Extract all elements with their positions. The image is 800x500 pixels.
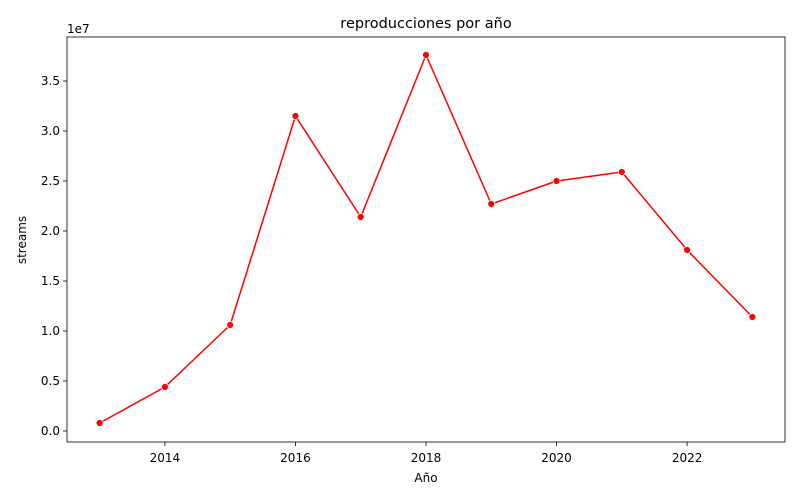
y-tick-label: 3.5 bbox=[41, 74, 60, 88]
x-tick-label: 2014 bbox=[150, 451, 181, 465]
axes-frame bbox=[66, 36, 786, 443]
data-point bbox=[95, 419, 104, 427]
y-tick-label: 1.0 bbox=[41, 324, 60, 338]
y-tick-label: 3.0 bbox=[41, 124, 60, 138]
x-axis-label: Año bbox=[414, 471, 437, 485]
data-point bbox=[356, 213, 365, 221]
x-tick-label: 2016 bbox=[280, 451, 311, 465]
data-point bbox=[291, 112, 300, 120]
y-tick-label: 0.0 bbox=[41, 424, 60, 438]
x-tick-label: 2020 bbox=[541, 451, 572, 465]
y-tick-label: 2.5 bbox=[41, 174, 60, 188]
plot-area: 2014 2016 2018 2020 2022 0.0 0.5 1.0 1.5 2.0 2.5 3.… bbox=[41, 36, 786, 465]
x-tick-label: 2022 bbox=[672, 451, 703, 465]
data-point bbox=[748, 313, 757, 321]
data-point bbox=[617, 168, 626, 176]
x-tick-label: 2018 bbox=[411, 451, 442, 465]
data-point bbox=[552, 177, 561, 185]
data-point bbox=[226, 321, 235, 329]
y-offset-label: 1e7 bbox=[67, 22, 90, 36]
y-tick-label: 0.5 bbox=[41, 374, 60, 388]
data-point bbox=[487, 200, 496, 208]
y-axis-label: streams bbox=[15, 216, 29, 264]
chart-title: reproducciones por año bbox=[340, 16, 512, 32]
y-tick-label: 1.5 bbox=[41, 274, 60, 288]
data-point bbox=[683, 246, 691, 254]
data-point bbox=[161, 383, 169, 391]
series-line bbox=[99, 54, 753, 424]
data-point bbox=[422, 51, 430, 59]
y-tick-label: 2.0 bbox=[41, 224, 60, 238]
